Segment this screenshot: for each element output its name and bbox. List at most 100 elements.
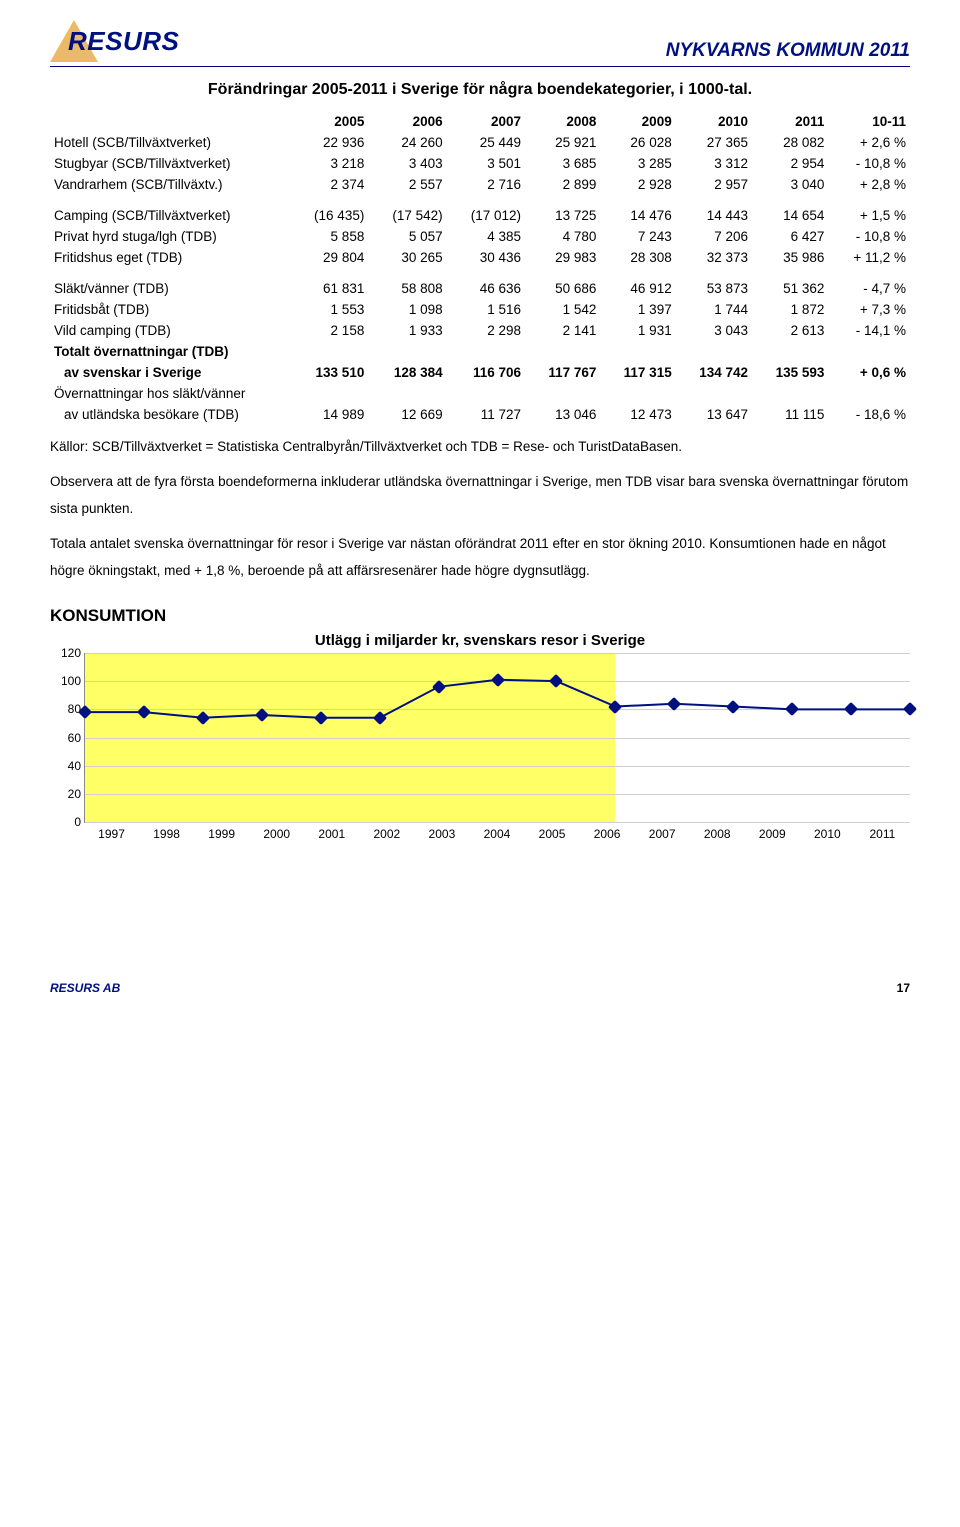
cell: 2 557 (368, 174, 446, 195)
konsumtion-heading: KONSUMTION (50, 606, 910, 626)
cell: 6 427 (752, 226, 828, 247)
cell: - 14,1 % (828, 320, 910, 341)
col-h1: 2005 (290, 111, 368, 132)
cell: 2 928 (600, 174, 675, 195)
x-tick-label: 2004 (469, 827, 524, 841)
cell: 3 040 (752, 174, 828, 195)
logo-text: RESURS (68, 26, 179, 57)
table-row: Fritidshus eget (TDB)29 80430 26530 4362… (50, 247, 910, 268)
row-label: Vandrarhem (SCB/Tillväxtv.) (50, 174, 290, 195)
cell: 27 365 (676, 132, 752, 153)
table-row: Stugbyar (SCB/Tillväxtverket)3 2183 4033… (50, 153, 910, 174)
cell: 133 510 (290, 362, 368, 383)
table-row: Vild camping (TDB)2 1581 9332 2982 1411 … (50, 320, 910, 341)
cell: - 18,6 % (828, 404, 910, 425)
cell: + 11,2 % (828, 247, 910, 268)
x-tick-label: 2011 (855, 827, 910, 841)
cell: 2 954 (752, 153, 828, 174)
page-footer: RESURS AB 17 (50, 981, 910, 995)
cell: 1 516 (447, 299, 525, 320)
cell: + 0,6 % (828, 362, 910, 383)
cell: 61 831 (290, 278, 368, 299)
cell: 25 921 (525, 132, 600, 153)
table-row: Fritidsbåt (TDB)1 5531 0981 5161 5421 39… (50, 299, 910, 320)
cell: 12 669 (368, 404, 446, 425)
cell: 128 384 (368, 362, 446, 383)
x-tick-label: 2005 (525, 827, 580, 841)
cell: 14 443 (676, 205, 752, 226)
logo: RESURS (50, 20, 179, 62)
x-tick-label: 1998 (139, 827, 194, 841)
y-tick-label: 80 (51, 702, 81, 716)
data-table: 2005 2006 2007 2008 2009 2010 2011 10-11… (50, 111, 910, 425)
col-h8: 10-11 (828, 111, 910, 132)
x-tick-label: 2007 (635, 827, 690, 841)
cell: + 2,6 % (828, 132, 910, 153)
section-title: Förändringar 2005-2011 i Sverige för någ… (50, 81, 910, 99)
body-para-1: Observera att de fyra första boendeforme… (50, 468, 910, 522)
cell: 30 436 (447, 247, 525, 268)
cell: 3 403 (368, 153, 446, 174)
cell: 135 593 (752, 362, 828, 383)
cell: 117 767 (525, 362, 600, 383)
cell: 14 476 (600, 205, 675, 226)
cell: 4 780 (525, 226, 600, 247)
cell: 30 265 (368, 247, 446, 268)
row-label: Vild camping (TDB) (50, 320, 290, 341)
cell: 5 858 (290, 226, 368, 247)
col-h2: 2006 (368, 111, 446, 132)
table-row: Totalt övernattningar (TDB) (50, 341, 910, 362)
cell: (17 012) (447, 205, 525, 226)
cell: 13 725 (525, 205, 600, 226)
cell: 1 933 (368, 320, 446, 341)
cell: (16 435) (290, 205, 368, 226)
cell: 29 804 (290, 247, 368, 268)
chart-title: Utlägg i miljarder kr, svenskars resor i… (50, 632, 910, 649)
table-row: Vandrarhem (SCB/Tillväxtv.)2 3742 5572 7… (50, 174, 910, 195)
cell: 24 260 (368, 132, 446, 153)
cell: 12 473 (600, 404, 675, 425)
cell: 4 385 (447, 226, 525, 247)
y-tick-label: 20 (51, 787, 81, 801)
cell: 116 706 (447, 362, 525, 383)
cell: 11 727 (447, 404, 525, 425)
cell: 2 158 (290, 320, 368, 341)
row-label: Släkt/vänner (TDB) (50, 278, 290, 299)
cell: 29 983 (525, 247, 600, 268)
x-tick-label: 2006 (580, 827, 635, 841)
cell: 2 716 (447, 174, 525, 195)
cell: 3 043 (676, 320, 752, 341)
cell: 134 742 (676, 362, 752, 383)
cell: 46 912 (600, 278, 675, 299)
cell: 1 098 (368, 299, 446, 320)
row-label: Totalt övernattningar (TDB) (50, 341, 290, 362)
cell: 28 308 (600, 247, 675, 268)
x-tick-label: 2010 (800, 827, 855, 841)
x-tick-label: 1997 (84, 827, 139, 841)
cell: 35 986 (752, 247, 828, 268)
x-tick-label: 2000 (249, 827, 304, 841)
col-h6: 2010 (676, 111, 752, 132)
row-label: av utländska besökare (TDB) (50, 404, 290, 425)
x-tick-label: 1999 (194, 827, 249, 841)
chart-x-axis: 1997199819992000200120022003200420052006… (84, 827, 910, 841)
cell: 1 744 (676, 299, 752, 320)
body-para-2: Totala antalet svenska övernattningar fö… (50, 530, 910, 584)
cell: + 7,3 % (828, 299, 910, 320)
cell: 3 501 (447, 153, 525, 174)
cell: 2 899 (525, 174, 600, 195)
y-tick-label: 40 (51, 759, 81, 773)
x-tick-label: 2008 (690, 827, 745, 841)
page-header: RESURS NYKVARNS KOMMUN 2011 (50, 20, 910, 67)
y-tick-label: 100 (51, 674, 81, 688)
table-row: av utländska besökare (TDB)14 98912 6691… (50, 404, 910, 425)
table-row: Övernattningar hos släkt/vänner (50, 383, 910, 404)
cell: 2 141 (525, 320, 600, 341)
body-para-0: Källor: SCB/Tillväxtverket = Statistiska… (50, 433, 910, 460)
x-tick-label: 2002 (359, 827, 414, 841)
cell: 26 028 (600, 132, 675, 153)
cell: 5 057 (368, 226, 446, 247)
table-row: av svenskar i Sverige133 510128 384116 7… (50, 362, 910, 383)
row-label: Fritidshus eget (TDB) (50, 247, 290, 268)
cell: 13 647 (676, 404, 752, 425)
